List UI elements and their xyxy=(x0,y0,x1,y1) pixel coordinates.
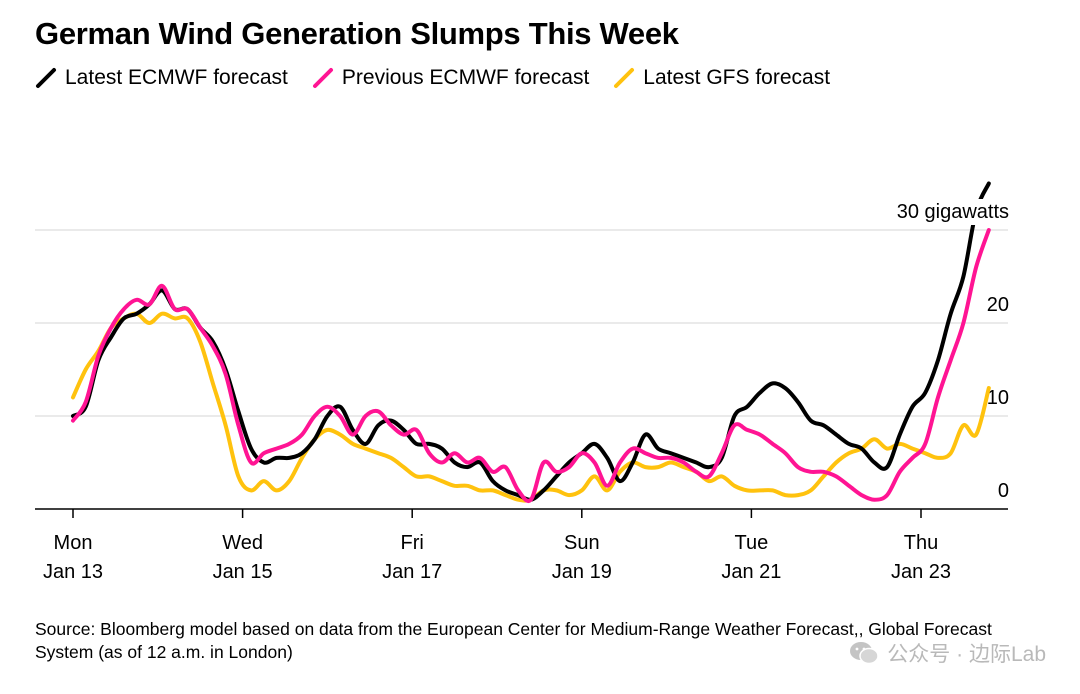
y-tick-label-10: 10 xyxy=(987,387,1009,409)
x-tick-day-5: Thu xyxy=(904,532,938,554)
y-tick-label-0: 0 xyxy=(998,480,1009,502)
x-tick-date-2: Jan 17 xyxy=(382,561,442,583)
watermark-text: 公众号 · 边际Lab xyxy=(887,643,1046,666)
y-unit-label-bg xyxy=(888,199,1013,225)
x-tick-date-3: Jan 19 xyxy=(552,561,612,583)
legend-swatch-latest-ecmwf xyxy=(36,68,56,88)
series-line-previous-ecmwf-forecast xyxy=(71,228,991,503)
legend-label-latest-ecmwf: Latest ECMWF forecast xyxy=(65,66,288,89)
legend-item-previous-ecmwf: Previous ECMWF forecast xyxy=(312,66,589,90)
x-tick-day-3: Sun xyxy=(564,532,600,554)
legend-item-latest-gfs: Latest GFS forecast xyxy=(613,66,830,90)
x-tick-day-4: Tue xyxy=(735,532,769,554)
wechat-icon xyxy=(850,642,880,665)
legend-swatch-latest-gfs xyxy=(614,68,635,88)
x-tick-date-4: Jan 21 xyxy=(721,561,781,583)
x-tick-date-1: Jan 15 xyxy=(213,561,273,583)
x-tick-date-5: Jan 23 xyxy=(891,561,951,583)
x-tick-day-1: Wed xyxy=(222,532,263,554)
legend-label-previous-ecmwf: Previous ECMWF forecast xyxy=(341,66,590,89)
x-tick-date-0: Jan 13 xyxy=(43,561,103,583)
y-tick-label-30: 30 gigawatts xyxy=(897,201,1009,223)
x-tick-day-2: Fri xyxy=(401,532,424,554)
legend-label-latest-gfs: Latest GFS forecast xyxy=(643,66,831,89)
watermark: 公众号 · 边际Lab xyxy=(849,638,1046,668)
source-note: Source: Bloomberg model based on data fr… xyxy=(35,619,992,662)
chart-title: German Wind Generation Slumps This Week xyxy=(35,16,679,51)
legend: Latest ECMWF forecast Previous ECMWF for… xyxy=(35,64,854,92)
legend-item-latest-ecmwf: Latest ECMWF forecast xyxy=(35,66,288,90)
y-tick-label-20: 20 xyxy=(987,294,1009,316)
x-tick-day-0: Mon xyxy=(54,532,93,554)
legend-swatch-previous-ecmwf xyxy=(312,68,333,88)
